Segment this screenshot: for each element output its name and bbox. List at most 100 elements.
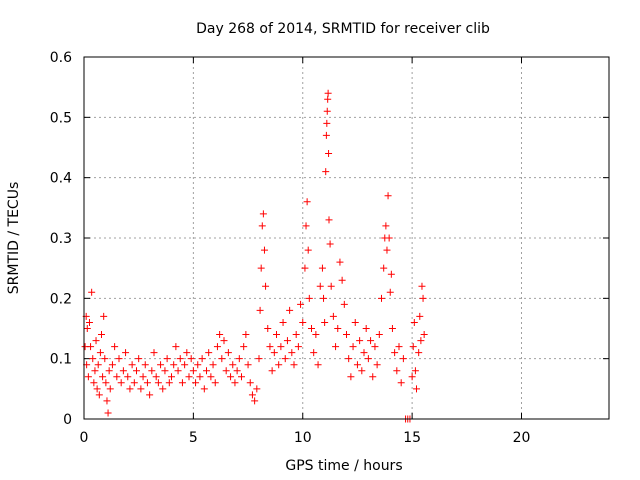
data-point — [325, 150, 333, 158]
data-point — [358, 367, 366, 375]
data-point — [103, 397, 111, 405]
data-point — [251, 397, 259, 405]
data-point — [302, 222, 310, 230]
data-point — [325, 216, 333, 224]
data-point — [347, 373, 355, 381]
data-point — [283, 337, 291, 345]
data-point — [373, 361, 381, 369]
data-point — [420, 331, 428, 339]
data-point — [327, 282, 335, 290]
data-point — [323, 107, 331, 115]
data-point — [351, 318, 359, 326]
data-point — [93, 385, 101, 393]
data-point — [222, 367, 230, 375]
data-point — [279, 318, 287, 326]
data-point — [157, 361, 165, 369]
data-point — [198, 355, 206, 363]
data-point — [242, 331, 250, 339]
data-point — [141, 361, 149, 369]
data-point — [100, 312, 108, 320]
data-point — [268, 367, 276, 375]
data-point — [90, 379, 98, 387]
data-point — [152, 373, 160, 381]
y-tick-label: 0.2 — [50, 291, 72, 307]
data-point — [362, 325, 370, 332]
data-point — [360, 349, 368, 357]
data-point — [104, 409, 112, 417]
data-point — [277, 343, 285, 351]
data-point — [113, 373, 121, 381]
data-point — [187, 355, 195, 363]
data-point — [413, 385, 420, 393]
data-point — [324, 89, 332, 97]
data-point — [139, 373, 147, 381]
data-point — [255, 355, 263, 363]
data-point — [137, 385, 145, 393]
data-point — [305, 294, 313, 302]
y-tick-label: 0.5 — [50, 110, 72, 126]
data-point — [256, 306, 264, 314]
data-point — [96, 349, 104, 357]
x-axis-label: GPS time / hours — [285, 458, 402, 474]
axis-ticks: 0 0.1 0.2 0.3 0.4 0.5 0.6 0 5 10 15 20 — [50, 50, 609, 446]
data-point — [408, 373, 416, 381]
data-point — [170, 361, 178, 369]
y-tick-label: 0.1 — [50, 352, 72, 368]
data-point — [99, 373, 107, 381]
data-point — [416, 312, 424, 320]
data-point — [324, 95, 332, 103]
y-tick-label: 0 — [63, 412, 72, 428]
data-point — [409, 343, 417, 351]
data-point — [174, 367, 182, 375]
data-point — [323, 119, 331, 127]
data-point — [168, 373, 175, 381]
data-point — [231, 379, 239, 387]
data-point — [124, 373, 132, 381]
data-point — [150, 349, 158, 357]
data-point — [95, 391, 103, 399]
data-point — [178, 379, 186, 387]
data-point — [94, 361, 102, 369]
data-point — [148, 367, 156, 375]
data-point — [154, 379, 162, 387]
data-point — [388, 325, 396, 332]
data-point — [185, 373, 193, 381]
data-point — [194, 361, 202, 369]
data-point — [371, 343, 379, 351]
data-point — [257, 264, 265, 272]
data-point — [288, 349, 296, 357]
data-point — [203, 367, 210, 375]
data-point — [332, 343, 340, 351]
data-point — [419, 294, 427, 302]
data-point — [320, 294, 328, 302]
data-point — [310, 349, 318, 357]
data-point — [336, 258, 344, 266]
data-point — [246, 379, 254, 387]
data-point — [322, 168, 330, 176]
data-point — [233, 367, 241, 375]
data-point — [395, 343, 403, 351]
data-point — [108, 361, 116, 369]
data-point — [322, 131, 330, 139]
data-point — [119, 367, 127, 375]
data-point — [165, 379, 173, 387]
data-point — [294, 343, 302, 351]
data-point — [258, 222, 266, 230]
y-tick-label: 0.3 — [50, 231, 72, 247]
data-point — [192, 379, 200, 387]
data-point — [415, 349, 423, 357]
x-tick-label: 5 — [189, 430, 198, 446]
data-point — [297, 300, 305, 308]
data-point — [128, 361, 136, 369]
data-point — [88, 288, 96, 296]
data-point — [321, 318, 329, 326]
data-point — [102, 379, 110, 387]
data-point — [375, 331, 383, 339]
y-tick-label: 0.4 — [50, 171, 72, 187]
data-point — [117, 379, 125, 387]
data-point — [334, 325, 342, 332]
data-point — [393, 367, 401, 375]
data-point — [126, 385, 134, 393]
data-point — [281, 355, 289, 363]
x-tick-label: 20 — [513, 430, 531, 446]
